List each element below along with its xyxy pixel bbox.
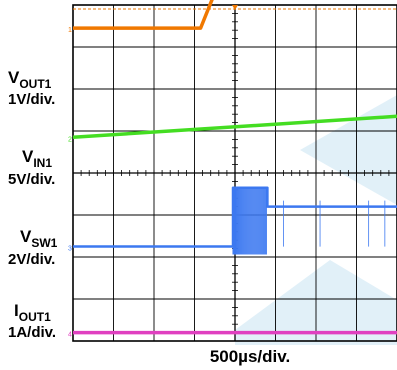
traces: 1 2 3 4 — [68, 0, 397, 339]
iout1-label-main: I — [14, 301, 19, 320]
channel-marker-vsw1: 3 — [68, 246, 72, 253]
vin1-label-main: V — [22, 147, 34, 166]
vsw1-label-main: V — [20, 227, 32, 246]
vout1-label-main: V — [8, 68, 20, 87]
grid — [72, 4, 397, 341]
channel-label-vout1: VOUT1 1V/div. — [8, 68, 55, 108]
vout1-scale: 1V/div. — [8, 91, 55, 108]
channel-label-iout1: IOUT1 1A/div. — [8, 301, 56, 341]
vin1-scale: 5V/div. — [8, 171, 55, 188]
iout1-scale: 1A/div. — [8, 324, 56, 341]
vsw1-switching-burst — [232, 187, 386, 255]
svg-text:VIN1: VIN1 — [22, 147, 52, 170]
trace-vout1 — [73, 0, 214, 30]
vsw1-label-sub: SW1 — [31, 236, 57, 250]
vout1-label-sub: OUT1 — [19, 77, 51, 91]
svg-text:VSW1: VSW1 — [20, 227, 58, 250]
svg-text:VOUT1: VOUT1 — [8, 68, 52, 91]
channel-marker-vout1: 1 — [68, 27, 72, 34]
svg-text:IOUT1: IOUT1 — [14, 301, 51, 324]
channel-marker-iout1: 4 — [68, 332, 72, 339]
channel-label-vsw1: VSW1 2V/div. — [8, 227, 58, 268]
channel-label-vin1: VIN1 5V/div. — [8, 147, 55, 188]
iout1-label-sub: OUT1 — [19, 310, 51, 324]
trigger-marker — [232, 5, 238, 10]
trace-vin1 — [72, 114, 397, 140]
vin1-label-sub: IN1 — [33, 156, 52, 170]
channel-marker-vin1: 2 — [68, 136, 72, 143]
time-scale-label: 500µs/div. — [210, 347, 290, 366]
vsw1-scale: 2V/div. — [8, 251, 55, 268]
